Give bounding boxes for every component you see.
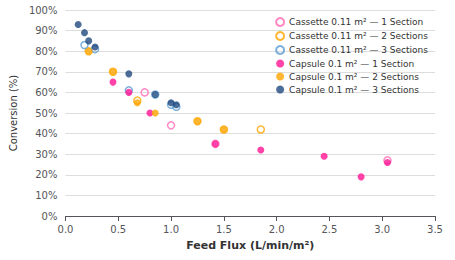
- svg-text:Cassette 0.11 m² — 3 Sections: Cassette 0.11 m² — 3 Sections: [289, 45, 428, 55]
- svg-text:70%: 70%: [35, 66, 57, 77]
- svg-text:1.0: 1.0: [163, 224, 179, 235]
- svg-text:Capsule 0.1 m² — 3 Sections: Capsule 0.1 m² — 3 Sections: [289, 85, 419, 95]
- svg-text:60%: 60%: [35, 87, 57, 98]
- svg-text:10%: 10%: [35, 190, 57, 201]
- svg-text:30%: 30%: [35, 149, 57, 160]
- svg-text:Conversion (%): Conversion (%): [8, 75, 19, 152]
- svg-text:0%: 0%: [42, 211, 58, 222]
- svg-text:50%: 50%: [35, 108, 57, 119]
- svg-text:1.5: 1.5: [216, 224, 232, 235]
- svg-text:Cassette 0.11 m² — 2 Sections: Cassette 0.11 m² — 2 Sections: [289, 31, 428, 41]
- svg-text:2.5: 2.5: [321, 224, 337, 235]
- svg-text:Feed Flux (L/min/m²): Feed Flux (L/min/m²): [186, 239, 314, 252]
- svg-text:90%: 90%: [35, 25, 57, 36]
- svg-text:3.0: 3.0: [374, 224, 390, 235]
- svg-text:Cassette 0.11 m² — 1 Section: Cassette 0.11 m² — 1 Section: [289, 17, 423, 27]
- svg-text:0.5: 0.5: [110, 224, 126, 235]
- svg-text:Capsule 0.1 m² — 1 Section: Capsule 0.1 m² — 1 Section: [289, 59, 414, 69]
- svg-text:2.0: 2.0: [269, 224, 285, 235]
- svg-text:100%: 100%: [29, 5, 58, 16]
- svg-text:Capsule 0.1 m² — 2 Sections: Capsule 0.1 m² — 2 Sections: [289, 72, 419, 82]
- svg-text:40%: 40%: [35, 128, 57, 139]
- svg-text:3.5: 3.5: [427, 224, 443, 235]
- svg-text:80%: 80%: [35, 46, 57, 57]
- svg-text:0.0: 0.0: [58, 224, 74, 235]
- svg-text:20%: 20%: [35, 169, 57, 180]
